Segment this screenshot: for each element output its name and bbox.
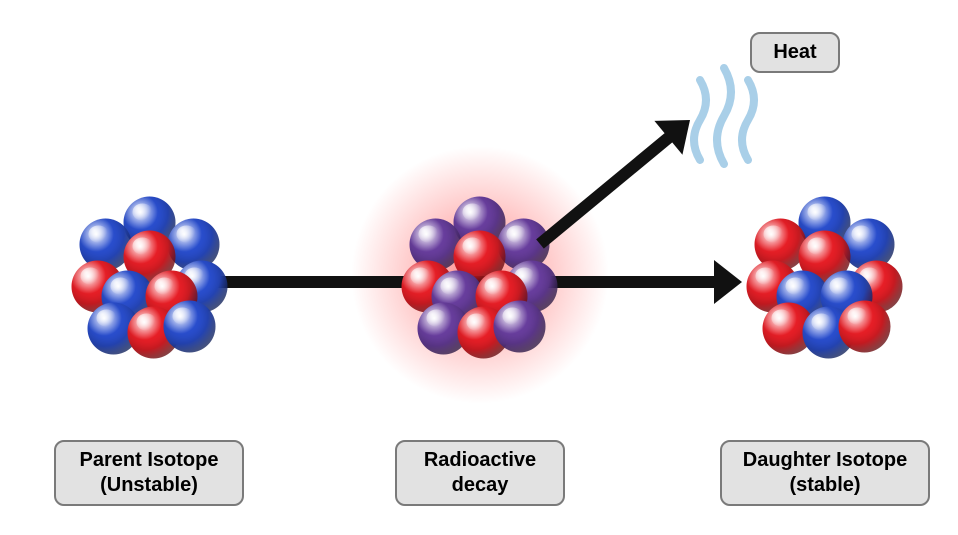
daughter-nucleus: [825, 275, 826, 276]
nucleon-purple: [494, 301, 546, 353]
daughter-isotope-label: Daughter Isotope(stable): [720, 440, 930, 506]
parent-nucleus: [150, 275, 151, 276]
radioactive-decay-label: Radioactivedecay: [395, 440, 565, 506]
heat-arrow-shaft: [540, 136, 671, 244]
heat-arrow-head: [654, 120, 690, 155]
parent-isotope-label: Parent Isotope(Unstable): [54, 440, 244, 506]
nucleon-blue: [164, 301, 216, 353]
heat-wave-icon: [694, 80, 706, 160]
main-arrow-head: [714, 260, 742, 304]
nucleon-red: [839, 301, 891, 353]
heat-wave-icon: [717, 68, 731, 164]
decay-nucleus: [480, 275, 481, 276]
heat-label: Heat: [750, 32, 840, 73]
diagram-stage: Parent Isotope(Unstable) Radioactivedeca…: [0, 0, 958, 535]
heat-wave-icon: [742, 80, 754, 160]
